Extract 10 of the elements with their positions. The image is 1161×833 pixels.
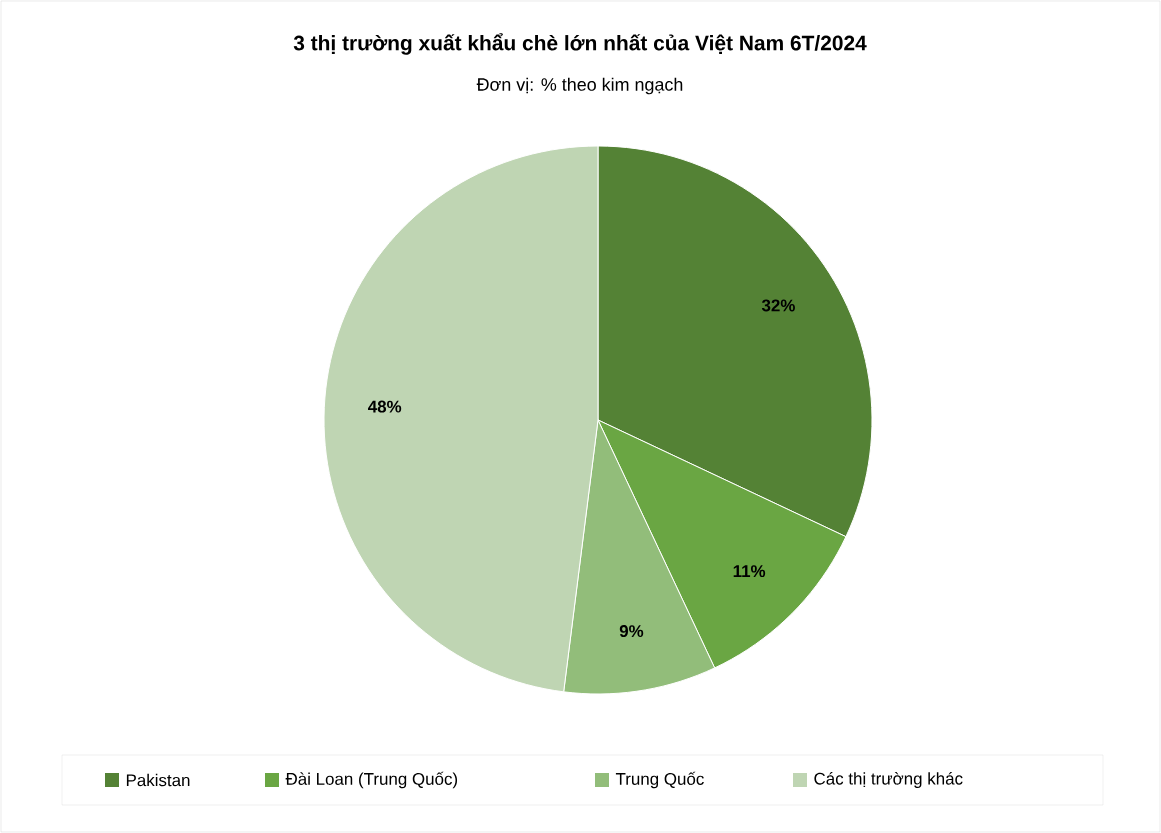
chart-subtitle: Đơn vị: % theo kim ngạch (476, 77, 683, 95)
chart-title: 3 thị trường xuất khẩu chè lớn nhất của Việt Nam 6T/2024 (293, 33, 867, 55)
legend-label: Trung Quốc (615, 771, 704, 789)
legend-label: Pakistan (126, 773, 190, 787)
data-label: 48% (368, 400, 402, 413)
data-label: 9% (619, 625, 644, 638)
legend-label: Các thị trường khác (814, 772, 963, 788)
data-label: 11% (733, 565, 766, 578)
legend-label: Đài Loan (Trung Quốc) (285, 771, 458, 789)
data-label: 32% (761, 299, 795, 312)
